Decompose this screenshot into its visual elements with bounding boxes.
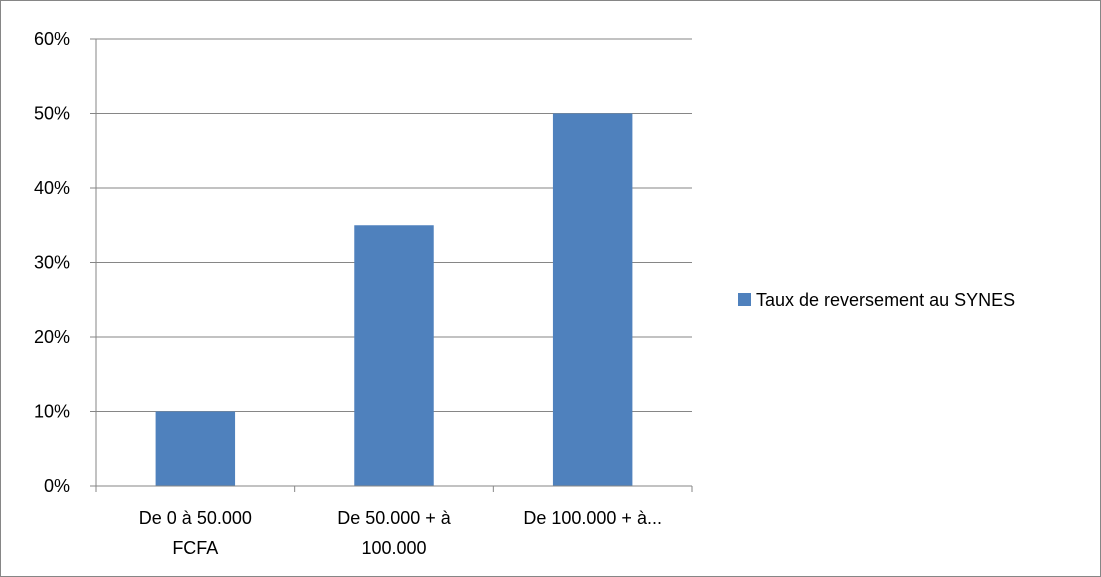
legend: Taux de reversement au SYNES xyxy=(738,290,1015,310)
bars xyxy=(155,113,633,486)
y-tick-label: 10% xyxy=(34,402,70,422)
bar xyxy=(552,113,633,486)
bar xyxy=(354,225,434,486)
x-axis-category-labels: De 0 à 50.000 FCFA De 50.000 + à 100.000 De … xyxy=(139,508,662,558)
x-category-label: FCFA xyxy=(172,538,218,558)
y-tick-label: 50% xyxy=(34,104,70,124)
y-axis-tick-labels: 0% 10% 20% 30% 40% 50% 60% xyxy=(34,29,70,496)
y-tick-label: 60% xyxy=(34,29,70,49)
axes xyxy=(90,38,693,492)
x-category-label: 100.000 xyxy=(361,538,426,558)
legend-swatch xyxy=(738,293,751,306)
y-tick-label: 40% xyxy=(34,178,70,198)
legend-label: Taux de reversement au SYNES xyxy=(756,290,1015,310)
y-tick-label: 0% xyxy=(44,476,70,496)
x-category-label: De 50.000 + à xyxy=(337,508,452,528)
y-tick-label: 20% xyxy=(34,327,70,347)
x-category-label: De 100.000 + à... xyxy=(523,508,662,528)
y-tick-label: 30% xyxy=(34,253,70,273)
x-category-label: De 0 à 50.000 xyxy=(139,508,252,528)
bar xyxy=(155,411,236,486)
